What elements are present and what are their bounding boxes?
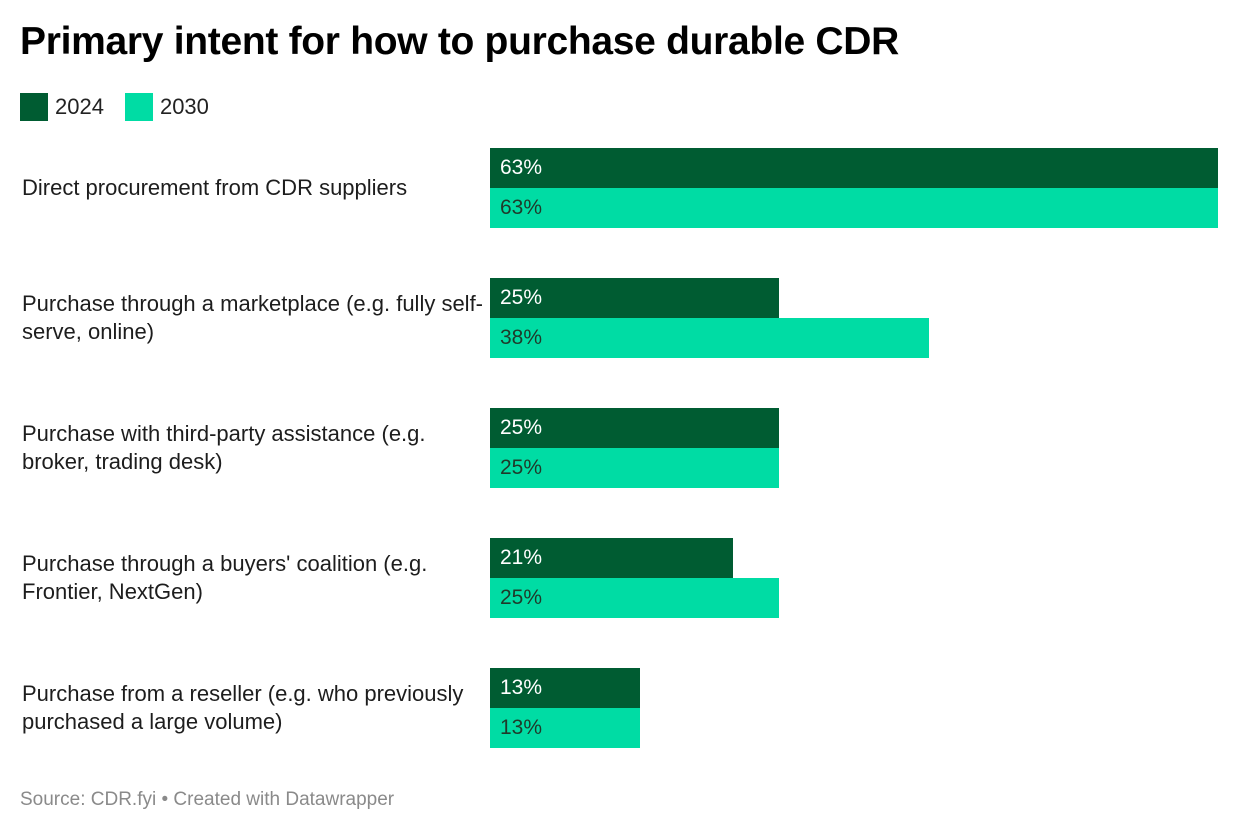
legend: 2024 2030: [20, 93, 230, 121]
category-label: Purchase with third-party assistance (e.…: [22, 421, 426, 474]
bar-value-label: 25%: [500, 586, 543, 609]
bar-2030: 13%: [490, 708, 641, 748]
bar-value-label: 21%: [500, 546, 543, 569]
bar-2024: 63%: [490, 148, 1218, 188]
category-label: Purchase from a reseller (e.g. who previ…: [22, 681, 464, 734]
legend-swatch-2030: [124, 93, 153, 121]
bar-2030: 63%: [490, 188, 1218, 228]
bar-2024: 13%: [490, 668, 641, 708]
legend-item-2024: 2024: [20, 93, 104, 121]
chart-title: Primary intent for how to purchase durab…: [20, 20, 899, 63]
category-label: Purchase through a buyers' coalition (e.…: [22, 551, 428, 604]
bar-2030: 25%: [490, 448, 779, 488]
bar-value-label: 25%: [500, 416, 543, 439]
bar-2030: 25%: [490, 578, 779, 618]
bar-value-label: 25%: [500, 286, 543, 309]
category-label: Purchase through a marketplace (e.g. ful…: [22, 291, 484, 344]
legend-label-2030: 2030: [159, 94, 209, 119]
bar-value-label: 63%: [500, 196, 543, 219]
legend-swatch-2024: [20, 93, 48, 121]
bar-value-label: 13%: [500, 716, 543, 739]
category-label: Direct procurement from CDR suppliers: [22, 175, 408, 200]
bar-value-label: 13%: [500, 676, 543, 699]
legend-label-2024: 2024: [55, 94, 104, 119]
bar-2024: 25%: [490, 408, 779, 448]
bar-value-label: 38%: [500, 326, 543, 349]
bar-2024: 25%: [490, 278, 779, 318]
source-note: Source: CDR.fyi • Created with Datawrapp…: [20, 789, 395, 810]
bar-value-label: 25%: [500, 456, 543, 479]
legend-item-2030: 2030: [124, 93, 209, 121]
bar-value-label: 63%: [500, 156, 543, 179]
bar-2030: 38%: [490, 318, 930, 358]
bar-2024: 21%: [490, 538, 733, 578]
